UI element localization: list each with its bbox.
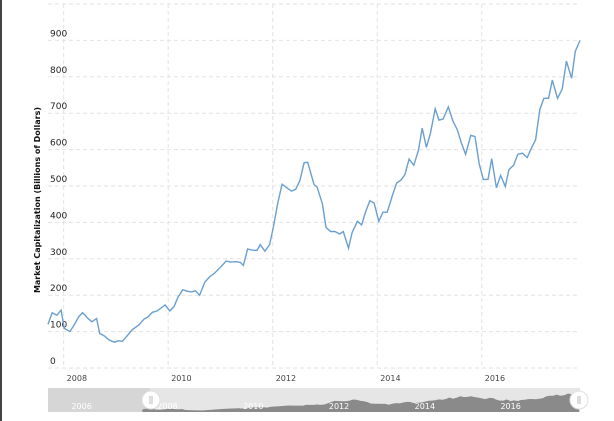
- y-tick-label: 500: [50, 175, 67, 185]
- navigator[interactable]: 2006 2008 2010 2012 2014 2016: [48, 388, 589, 412]
- navigator-label: 2010: [243, 402, 263, 411]
- navigator-label: 2012: [329, 402, 349, 411]
- y-tick-label: 0: [50, 357, 56, 367]
- navigator-label: 2016: [500, 402, 520, 411]
- y-tick-label: 100: [50, 321, 67, 331]
- y-tick-label: 600: [50, 139, 67, 149]
- x-axis-ticks: 2008 2010 2012 2014 2016: [67, 374, 505, 383]
- x-tick-label: 2008: [67, 374, 87, 383]
- x-tick-label: 2012: [276, 374, 296, 383]
- x-tick-label: 2014: [380, 374, 400, 383]
- y-tick-label: 400: [50, 211, 67, 221]
- x-tick-label: 2010: [171, 374, 191, 383]
- y-tick-label: 300: [50, 248, 67, 258]
- navigator-label: 2008: [157, 402, 177, 411]
- y-tick-label: 900: [50, 29, 67, 39]
- navigator-label: 2006: [71, 402, 91, 411]
- y-axis-ticks: 0 100 200 300 400 500 600 700 800 900: [50, 29, 67, 367]
- y-axis-label: Market Capitalization (Billions of Dolla…: [33, 107, 42, 293]
- y-tick-label: 700: [50, 102, 67, 112]
- y-tick-label: 200: [50, 284, 67, 294]
- navigator-labels: 2006 2008 2010 2012 2014 2016: [71, 402, 520, 411]
- series-line-market-cap: [47, 40, 581, 343]
- navigator-label: 2014: [415, 402, 435, 411]
- window-left-border: [0, 0, 2, 421]
- grid: [48, 3, 580, 369]
- y-tick-label: 800: [50, 66, 67, 76]
- navigator-unselected-mask: [48, 388, 150, 412]
- navigator-left-handle[interactable]: [141, 390, 161, 410]
- navigator-right-handle[interactable]: [569, 390, 589, 410]
- x-tick-label: 2016: [485, 374, 505, 383]
- navigator-area-series: [142, 392, 580, 412]
